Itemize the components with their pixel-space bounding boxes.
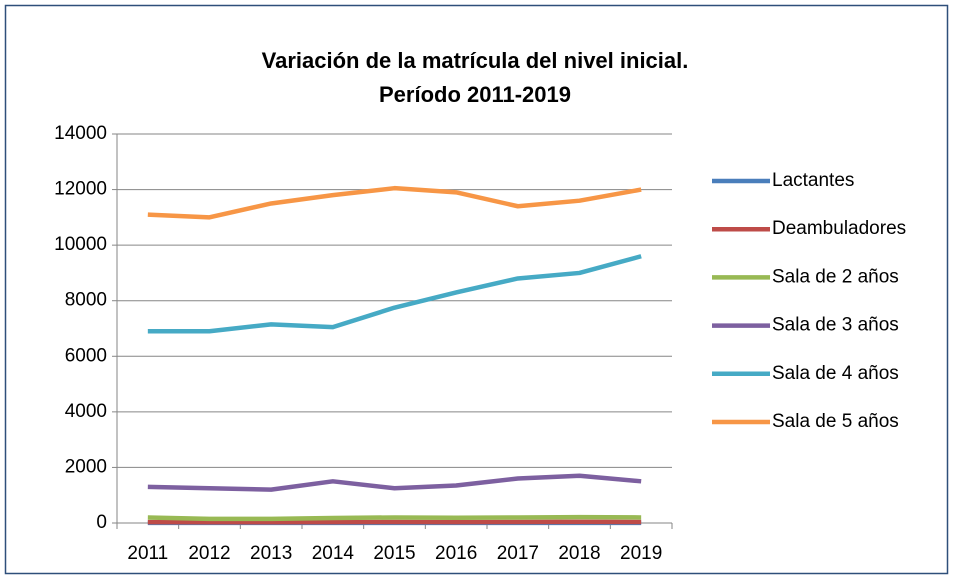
- x-tick-label: 2011: [127, 543, 168, 564]
- series-line: [147, 514, 642, 522]
- x-tick-label: 2012: [188, 543, 230, 564]
- x-tick-label: 2013: [250, 543, 292, 564]
- y-tick-label: 0: [96, 512, 107, 533]
- series-line: [147, 254, 642, 334]
- x-tick-label: 2018: [558, 543, 600, 564]
- y-tick-label: 2000: [65, 456, 107, 477]
- x-tick-label: 2017: [497, 543, 539, 564]
- series-line: [147, 185, 642, 220]
- y-tick-label: 10000: [54, 234, 107, 255]
- legend-label: Sala de 2 años: [772, 266, 899, 287]
- x-tick-label: 2019: [620, 543, 662, 564]
- legend-label: Sala de 4 años: [772, 363, 899, 384]
- y-tick-label: 4000: [65, 401, 107, 422]
- legend-label: Sala de 5 años: [772, 411, 899, 432]
- series-line: [147, 473, 642, 492]
- chart-title: Variación de la matrícula del nivel inic…: [262, 48, 689, 73]
- legend-label: Deambuladores: [772, 218, 906, 239]
- x-tick-label: 2014: [312, 543, 355, 564]
- y-tick-label: 6000: [65, 345, 107, 366]
- x-tick-label: 2015: [373, 543, 415, 564]
- x-tick-label: 2016: [435, 543, 477, 564]
- y-tick-label: 12000: [54, 179, 107, 200]
- y-tick-label: 14000: [54, 123, 107, 144]
- y-tick-label: 8000: [65, 290, 107, 311]
- legend-label: Sala de 3 años: [772, 315, 899, 336]
- legend-label: Lactantes: [772, 170, 854, 191]
- chart-title: Período 2011-2019: [379, 82, 571, 107]
